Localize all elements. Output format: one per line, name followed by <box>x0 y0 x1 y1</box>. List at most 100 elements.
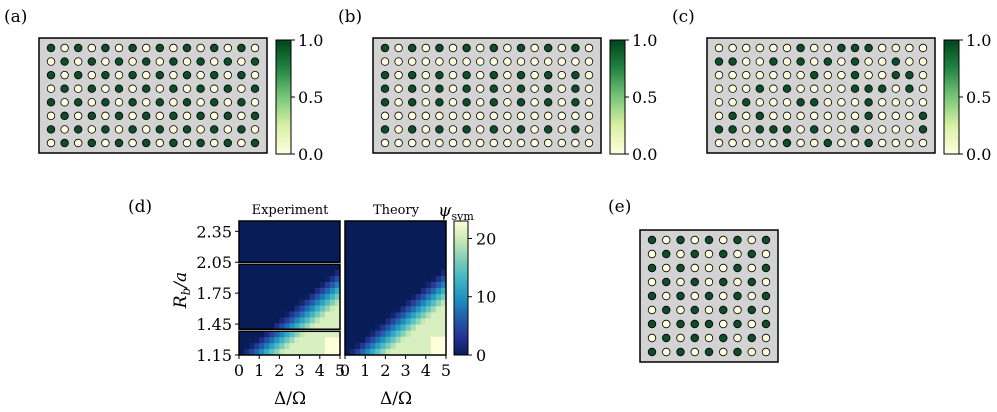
heatmap-cell <box>370 221 376 228</box>
lattice-atom <box>489 57 498 66</box>
lattice-atom <box>690 291 699 301</box>
heatmap-cell <box>410 300 417 307</box>
heatmap-cell <box>400 233 406 240</box>
lattice-atom <box>408 125 417 134</box>
heatmap-theory <box>344 220 447 356</box>
heatmap-cell <box>350 336 356 344</box>
heatmap-cell <box>269 232 275 240</box>
heatmap-cell <box>365 294 371 301</box>
lattice-atom <box>878 111 887 121</box>
lattice-atom <box>647 263 657 273</box>
heatmap-cell <box>279 287 285 295</box>
heatmap-cell <box>304 282 311 289</box>
heatmap-cell <box>370 300 376 307</box>
lattice-atom <box>223 125 232 134</box>
heatmap-cell <box>324 349 331 356</box>
lattice-atom <box>46 84 56 93</box>
lattice-atom <box>850 138 860 148</box>
heatmap-cell <box>405 330 412 338</box>
heatmap-cell <box>390 300 396 307</box>
heatmap-cell <box>289 343 295 350</box>
heatmap-cell <box>405 263 412 271</box>
heatmap-cell <box>254 221 260 228</box>
lattice-atom <box>733 347 742 357</box>
lattice-atom <box>728 125 737 134</box>
lattice-atom <box>810 138 819 148</box>
heatmap-cell <box>415 348 422 356</box>
lattice-atom <box>394 43 403 53</box>
lattice-atom <box>733 277 742 287</box>
heatmap-cell <box>425 233 432 240</box>
heatmap-cell <box>345 233 351 240</box>
heatmap-cell <box>294 250 300 257</box>
heatmap-cell <box>274 256 280 263</box>
heatmap-cell <box>239 343 245 350</box>
lattice-atom <box>435 111 444 121</box>
heatmap-cell <box>370 306 376 313</box>
psi-colorbar-tick-label: 20 <box>476 229 496 248</box>
heatmap-cell <box>365 239 371 246</box>
lattice-atom <box>530 70 539 80</box>
heatmap-cell <box>284 226 290 234</box>
lattice-atom <box>101 125 110 134</box>
heatmap-cell <box>370 233 376 240</box>
heatmap-cell <box>365 233 371 240</box>
heatmap-cell <box>284 323 290 330</box>
lattice-atom <box>918 138 928 148</box>
lattice-atom <box>544 43 553 53</box>
lattice-atom <box>237 70 246 80</box>
heatmap-cell <box>319 305 326 312</box>
lattice-atom <box>489 70 498 80</box>
heatmap-cell <box>309 232 316 240</box>
heatmap-cell <box>334 256 341 263</box>
heatmap-cell <box>324 282 331 289</box>
heatmap-cell <box>405 227 412 234</box>
heatmap-cell <box>274 244 280 251</box>
heatmap-cell <box>355 342 361 350</box>
lattice-atom <box>408 57 417 66</box>
heatmap-cell <box>390 306 396 313</box>
heatmap-cell <box>239 293 245 301</box>
heatmap-cell <box>279 221 285 228</box>
heatmap-cell <box>244 244 250 251</box>
heatmap-cell <box>334 282 341 289</box>
heatmap-cell <box>440 318 447 325</box>
heatmap-cell <box>420 221 427 228</box>
lattice-atom <box>46 111 56 121</box>
lattice-atom <box>101 57 110 66</box>
heatmap-cell <box>279 264 285 271</box>
heatmap-cell <box>420 312 427 319</box>
heatmap-cell <box>284 256 290 263</box>
lattice-atom <box>73 98 83 107</box>
heatmap-cell <box>360 312 366 319</box>
heatmap-cell <box>239 282 245 289</box>
lattice-atom <box>209 98 219 107</box>
heatmap-cell <box>350 330 356 338</box>
heatmap-frame <box>344 220 447 356</box>
heatmap-cell <box>385 306 391 313</box>
heatmap-cell <box>395 251 401 258</box>
lattice-atom <box>128 43 137 53</box>
heatmap-cell <box>410 330 417 338</box>
heatmap-cell <box>400 239 406 246</box>
heatmap-cell <box>410 251 417 258</box>
heatmap-cell <box>249 305 255 312</box>
lattice-atom <box>435 138 444 148</box>
heatmap-cell <box>244 317 250 324</box>
lattice-atom <box>128 138 137 148</box>
colorbar-c: 0.0 0.5 1.0 <box>943 31 991 164</box>
lattice-atom <box>728 138 737 148</box>
heatmap-cell <box>425 288 432 295</box>
heatmap-ticks: 1.151.451.752.052.350 1 2 3 4 50 1 2 3 4 5 <box>196 222 451 380</box>
heatmap-cell <box>304 317 311 324</box>
lattice-background <box>706 37 936 154</box>
lattice-atom <box>823 138 832 148</box>
heatmap-cell <box>269 317 275 324</box>
heatmap-cell <box>314 323 321 330</box>
lattice-atom <box>448 138 458 148</box>
lattice-atom <box>114 138 124 148</box>
lattice-atom <box>448 84 458 93</box>
heatmap-cell <box>319 276 326 283</box>
heatmap-cell <box>425 281 432 289</box>
lattice-atom <box>676 305 685 315</box>
